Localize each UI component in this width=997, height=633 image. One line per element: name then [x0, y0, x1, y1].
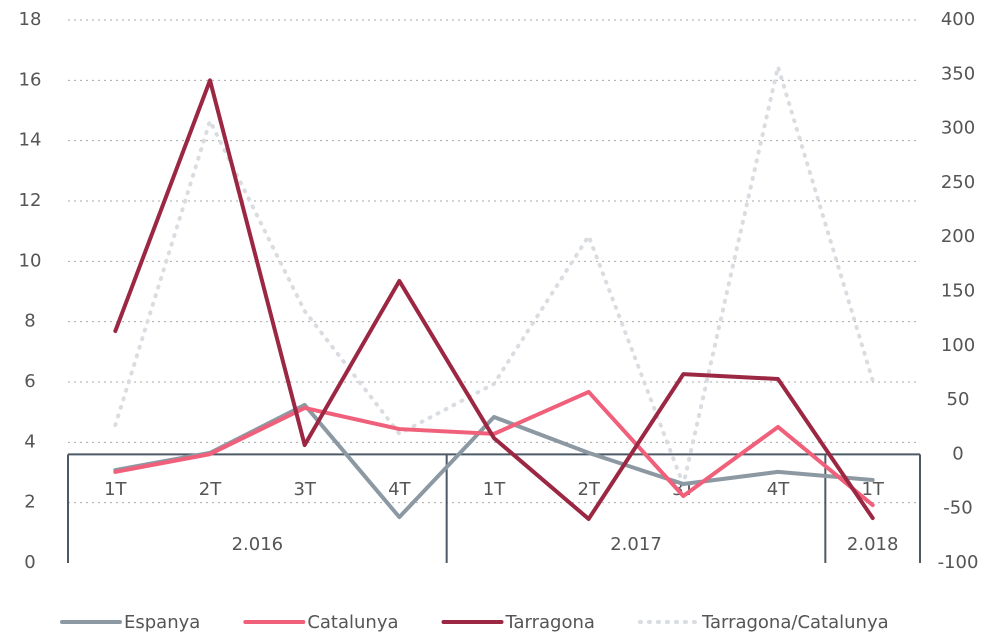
- series-line: [113, 402, 875, 520]
- y-tick-label: 12: [19, 190, 42, 211]
- y2-tick-label: 0: [952, 443, 963, 464]
- y-tick-label: 18: [19, 9, 42, 30]
- y-tick-label: 2: [24, 492, 35, 513]
- y2-tick-label: -50: [943, 498, 972, 519]
- group-label: 2.018: [847, 534, 899, 555]
- legend-label: Espanya: [124, 612, 200, 633]
- y-tick-label: 14: [19, 130, 42, 151]
- x-tick-label: 1T: [861, 479, 884, 500]
- x-tick-label: 4T: [767, 479, 790, 500]
- y2-tick-label: 300: [941, 118, 975, 139]
- y2-tick-label: 50: [947, 389, 970, 410]
- legend-label: Tarragona/Catalunya: [701, 612, 889, 633]
- y-tick-label: 6: [24, 371, 35, 392]
- y-tick-label: 4: [24, 431, 35, 452]
- legend-label: Tarragona: [505, 612, 595, 633]
- x-tick-label: 4T: [388, 479, 411, 500]
- y2-tick-label: 100: [941, 335, 975, 356]
- legend-label: Catalunya: [307, 612, 398, 633]
- series-line: [113, 389, 875, 508]
- y-tick-label: 10: [19, 250, 42, 271]
- y2-tick-label: 250: [941, 172, 975, 193]
- group-label: 2.017: [610, 534, 662, 555]
- x-tick-label: 1T: [104, 479, 127, 500]
- x-tick-label: 3T: [293, 479, 316, 500]
- y-tick-label: 16: [19, 69, 42, 90]
- series-line: [113, 64, 875, 487]
- y2-tick-label: -100: [938, 552, 979, 573]
- y2-tick-label: 350: [941, 63, 975, 84]
- y-tick-label: 8: [24, 311, 35, 332]
- y2-tick-label: 150: [941, 281, 975, 302]
- x-tick-label: 1T: [483, 479, 506, 500]
- y2-tick-label: 400: [941, 9, 975, 30]
- y2-tick-label: 200: [941, 226, 975, 247]
- group-label: 2.016: [232, 534, 284, 555]
- series-line: [113, 78, 875, 521]
- x-tick-label: 2T: [577, 479, 600, 500]
- x-tick-label: 2T: [199, 479, 222, 500]
- y-tick-label: 0: [24, 552, 35, 573]
